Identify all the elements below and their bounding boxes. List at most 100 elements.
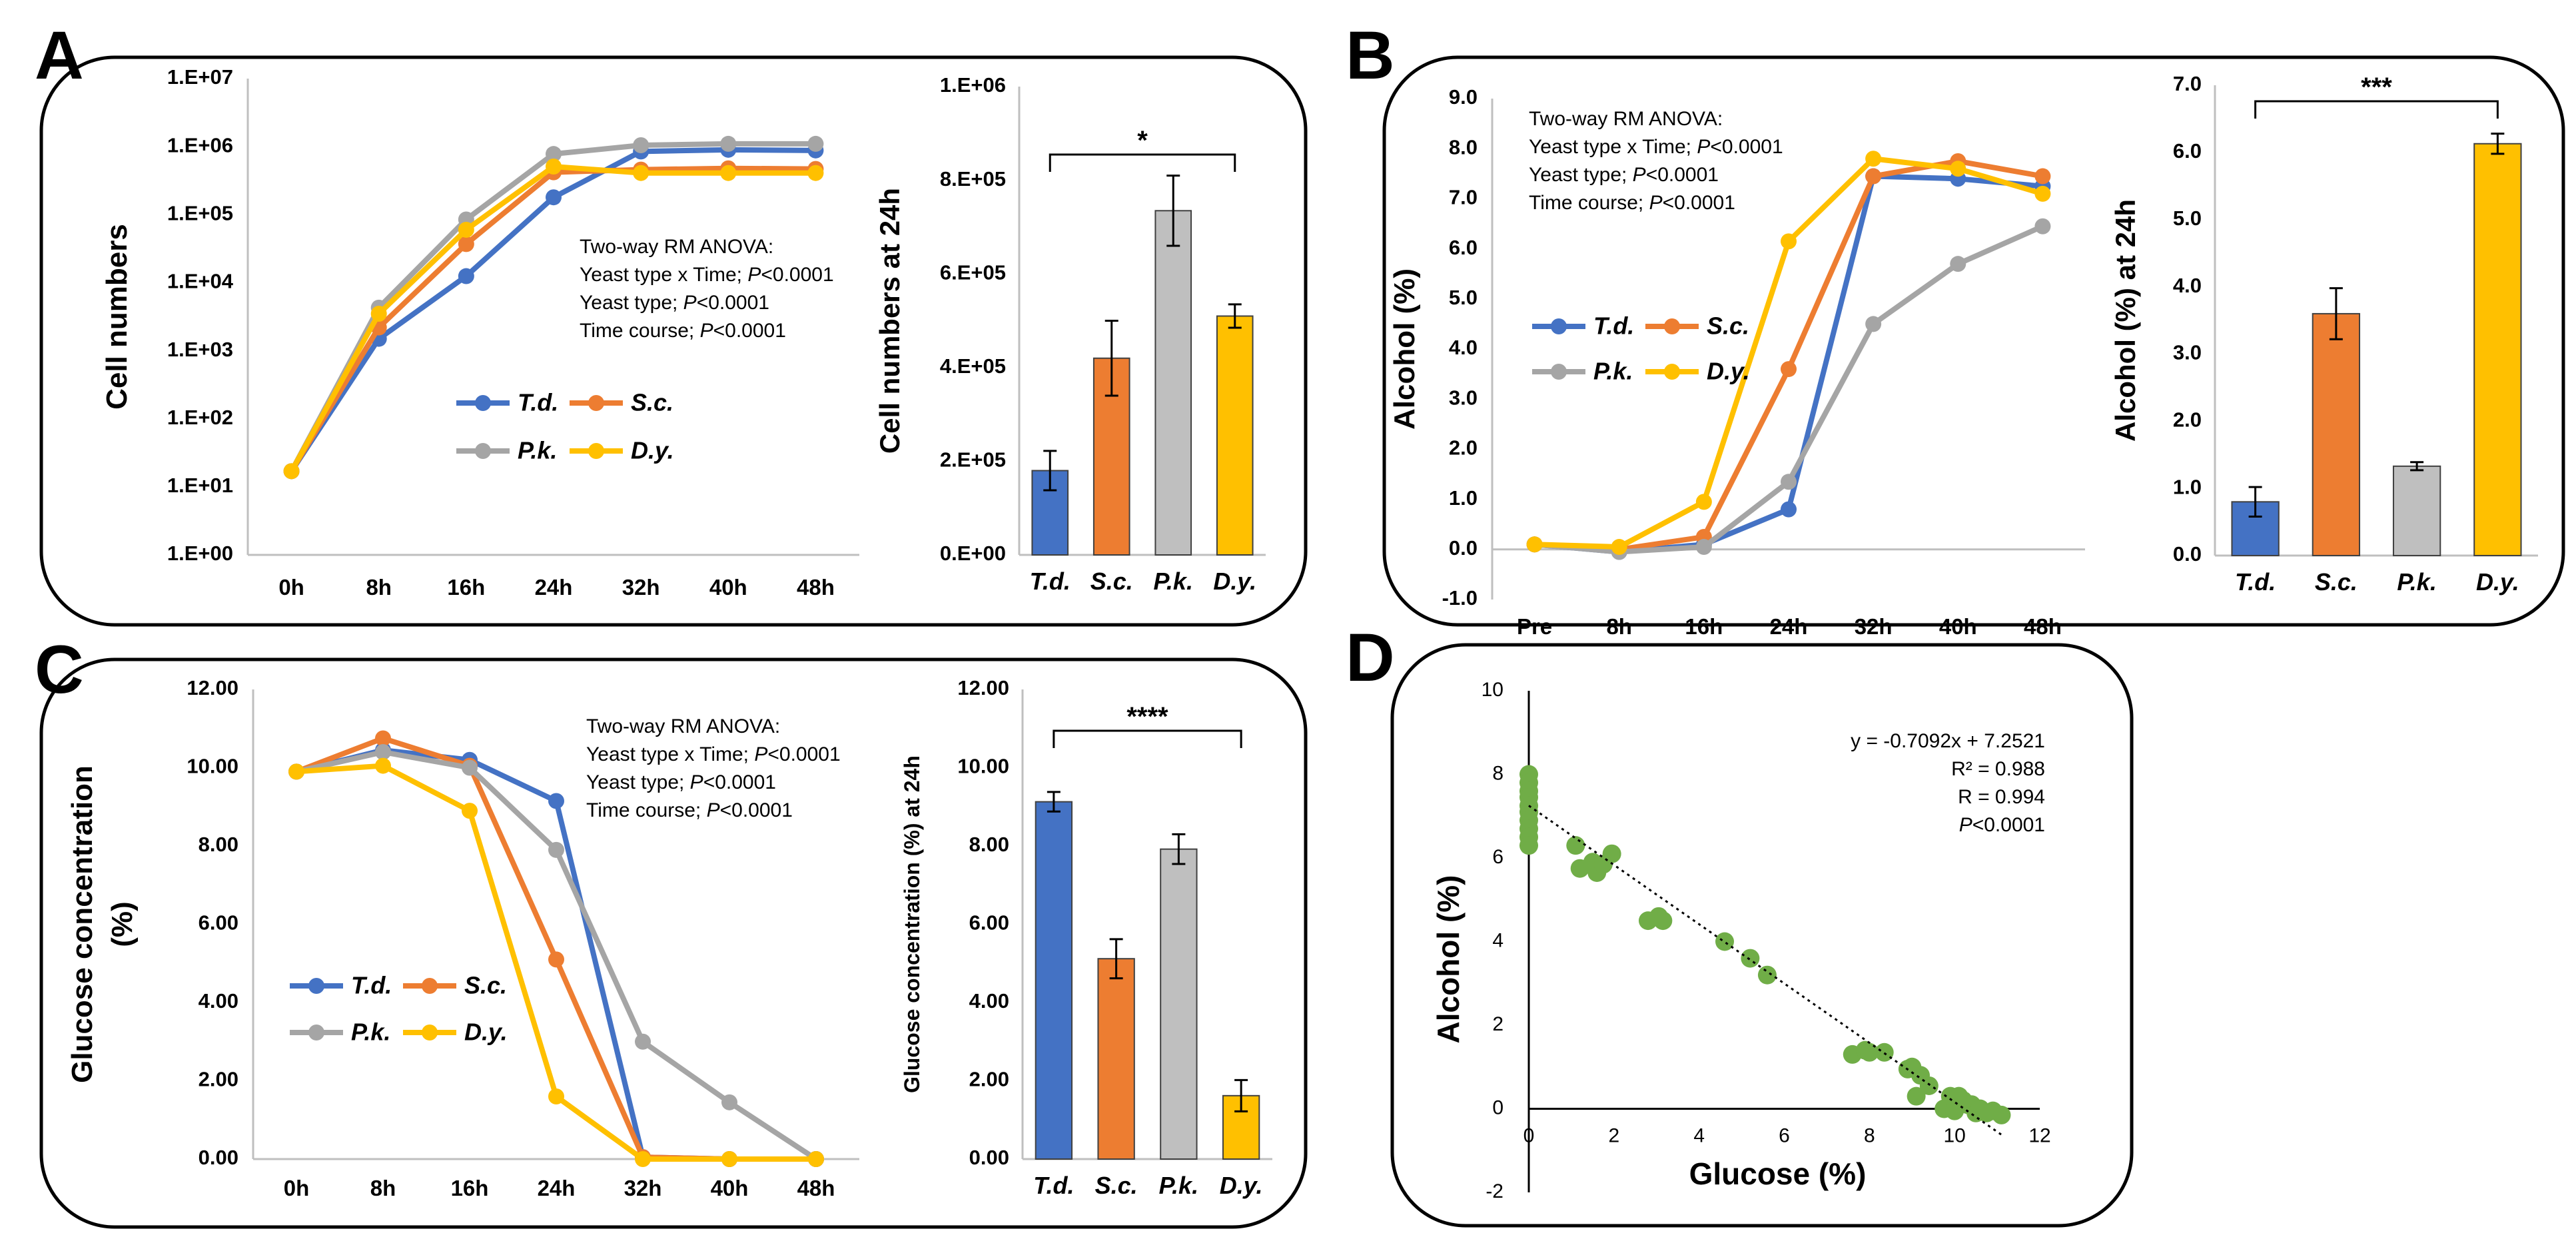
scatter-point <box>1907 1086 1926 1106</box>
data-point-pk <box>1781 474 1797 490</box>
significance-stars: *** <box>2361 73 2392 102</box>
y-tick-label: 6.00 <box>199 911 238 935</box>
data-point-dy <box>808 1151 824 1167</box>
y-tick-label: 8 <box>1492 762 1503 784</box>
y-tick-label: 8.00 <box>199 833 238 856</box>
anova-annotation: Yeast type x Time; P<0.0001 <box>580 264 834 286</box>
x-tick-label: 48h <box>797 1176 835 1200</box>
legend-label-dy: D.y. <box>631 437 674 464</box>
y-tick-label: 4.0 <box>1449 336 1478 359</box>
legend-label-dy: D.y. <box>464 1019 508 1046</box>
y-tick-label: 9.0 <box>1449 85 1478 109</box>
y-tick-label: -2 <box>1486 1180 1503 1202</box>
x-tick-label: 32h <box>1855 614 1893 639</box>
x-tick-label: S.c. <box>1090 568 1133 595</box>
scatter-point <box>1602 844 1621 863</box>
y-tick-label: 4.0 <box>2173 274 2202 297</box>
y-tick-label: 8.0 <box>1449 135 1478 159</box>
y-axis-title: Alcohol (%) <box>1431 875 1466 1044</box>
data-point-dy <box>548 1088 564 1104</box>
x-tick-label: S.c. <box>2315 568 2358 596</box>
data-point-dy <box>375 757 391 774</box>
anova-annotation: Yeast type; P<0.0001 <box>580 292 769 314</box>
data-point-td <box>548 793 564 809</box>
legend-label-pk: P.k. <box>1593 358 1633 385</box>
significance-bracket <box>1053 729 1242 748</box>
y-tick-label: 6.0 <box>1449 236 1478 259</box>
y-axis-title: Glucose concentration (%) at 24h <box>900 755 924 1093</box>
data-point-sc <box>458 236 474 252</box>
data-point-dy <box>635 1151 651 1167</box>
data-point-dy <box>1950 161 1966 177</box>
y-tick-label: 1.0 <box>1449 486 1478 510</box>
trendline <box>1528 805 2002 1136</box>
x-tick-label: 2 <box>1608 1125 1619 1147</box>
legend-label-td: T.d. <box>351 972 392 999</box>
y-tick-label: 1.E+02 <box>167 406 233 429</box>
regression-annotation: P<0.0001 <box>1959 814 2045 836</box>
anova-annotation: Time course; P<0.0001 <box>1529 192 1735 214</box>
y-tick-label: 10 <box>1482 679 1503 701</box>
y-tick-label: 1.E+06 <box>940 73 1006 97</box>
scatter-point <box>1653 911 1673 931</box>
y-tick-label: 1.E+00 <box>167 542 233 565</box>
y-axis-title: Glucose concentration <box>66 765 99 1083</box>
data-point-dy <box>1611 539 1627 556</box>
legend-label-sc: S.c. <box>631 389 673 416</box>
y-tick-label: 2.00 <box>969 1068 1009 1091</box>
significance-stars: **** <box>1126 702 1168 731</box>
x-tick-label: 0h <box>284 1176 310 1200</box>
y-tick-label: 2.00 <box>199 1068 238 1091</box>
data-point-td <box>458 268 474 284</box>
y-tick-label: 2 <box>1492 1013 1503 1035</box>
legend-marker-dy <box>422 1025 438 1041</box>
regression-annotation: R = 0.994 <box>1958 786 2045 808</box>
x-tick-label: 12 <box>2028 1125 2050 1147</box>
y-tick-label: -1.0 <box>1442 586 1478 610</box>
legend-marker-sc <box>1664 318 1680 334</box>
data-point-dy <box>720 165 737 181</box>
x-tick-label: T.d. <box>2235 568 2276 596</box>
y-tick-label: 4.E+05 <box>940 354 1006 378</box>
y-tick-label: 6.00 <box>969 911 1009 935</box>
scatter-point <box>1875 1043 1894 1062</box>
y-tick-label: 7.0 <box>1449 186 1478 209</box>
data-point-pk <box>375 744 391 760</box>
data-point-pk <box>2034 218 2051 234</box>
anova-annotation: Yeast type; P<0.0001 <box>1529 164 1719 186</box>
data-point-pk <box>635 1033 651 1050</box>
data-point-pk <box>546 146 562 163</box>
anova-annotation: Two-way RM ANOVA: <box>580 236 773 258</box>
data-point-sc <box>2034 168 2051 185</box>
legend-label-sc: S.c. <box>1707 312 1749 340</box>
x-tick-label: 32h <box>622 575 660 600</box>
x-tick-label: 40h <box>1939 614 1977 639</box>
x-tick-label: 16h <box>1685 614 1723 639</box>
data-point-pk <box>807 135 824 152</box>
data-point-td <box>546 189 562 206</box>
x-tick-label: P.k. <box>1154 568 1193 595</box>
scatter-point <box>1757 965 1777 985</box>
x-tick-label: 8h <box>366 575 392 600</box>
y-tick-label: 1.E+04 <box>167 270 234 293</box>
data-point-dy <box>633 165 649 181</box>
y-tick-label: 6.E+05 <box>940 260 1006 284</box>
data-point-sc <box>1865 168 1882 185</box>
y-tick-label: 6.0 <box>2173 139 2202 163</box>
data-point-pk <box>1695 539 1712 556</box>
anova-annotation: Yeast type; P<0.0001 <box>586 771 776 793</box>
panel-c-frame <box>39 657 1308 1229</box>
data-point-dy <box>1781 233 1797 250</box>
data-point-dy <box>2034 185 2051 202</box>
scatter-point <box>1741 949 1760 968</box>
data-point-pk <box>720 135 737 152</box>
regression-annotation: y = -0.7092x + 7.2521 <box>1851 730 2045 752</box>
legend-label-pk: P.k. <box>518 437 557 464</box>
legend-marker-pk <box>308 1025 324 1041</box>
legend-marker-td <box>1551 318 1567 334</box>
data-point-td <box>1781 501 1797 518</box>
legend-label-td: T.d. <box>1593 312 1634 340</box>
data-point-pk <box>1950 256 1966 272</box>
y-tick-label: 12.00 <box>187 676 238 699</box>
data-point-dy <box>807 165 824 181</box>
